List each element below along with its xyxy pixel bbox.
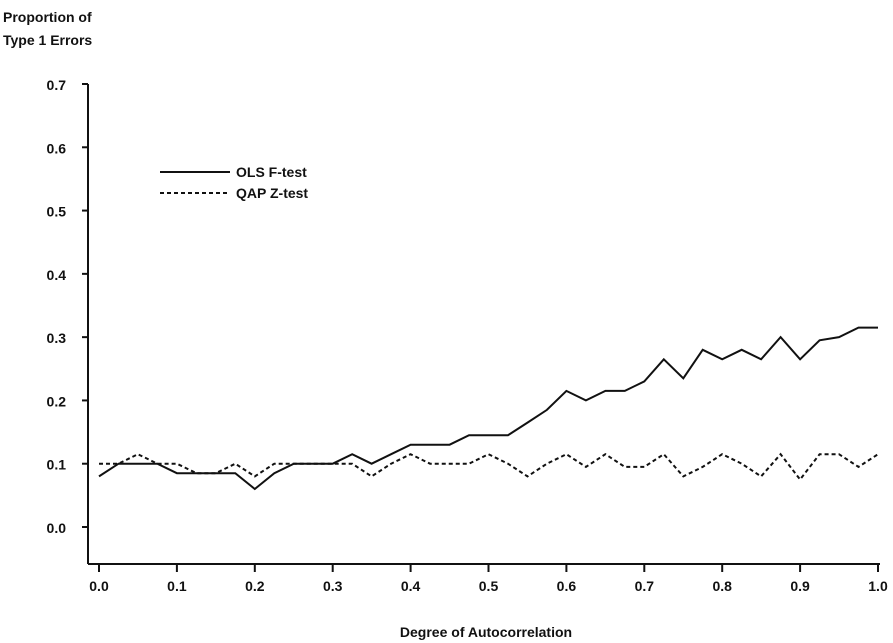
y-ticks: 0.0 0.1 0.2 0.3 0.4 0.5 0.6 0.7 — [47, 77, 88, 536]
x-axis-title: Degree of Autocorrelation — [400, 624, 572, 640]
x-tick-label: 0.1 — [167, 578, 187, 594]
y-tick-label: 0.1 — [47, 457, 67, 473]
y-tick-label: 0.3 — [47, 330, 67, 346]
x-tick-label: 0.5 — [479, 578, 499, 594]
y-tick-label: 0.4 — [47, 267, 67, 283]
y-tick-label: 0.7 — [47, 77, 67, 93]
y-tick-label: 0.6 — [47, 140, 67, 156]
x-tick-label: 1.0 — [868, 578, 888, 594]
y-tick-label: 0.0 — [47, 520, 67, 536]
legend-label-ols: OLS F-test — [236, 164, 307, 180]
y-tick-label: 0.2 — [47, 393, 67, 409]
y-axis-title-line-1: Proportion of — [3, 9, 92, 25]
x-tick-label: 0.7 — [635, 578, 655, 594]
legend-label-qap: QAP Z-test — [236, 185, 308, 201]
series-line-ols-f-test — [98, 326, 878, 491]
series-line-qap-z-test — [99, 452, 879, 482]
y-axis-title-line-2: Type 1 Errors — [3, 32, 92, 48]
legend: OLS F-test QAP Z-test — [160, 164, 308, 201]
x-tick-label: 0.8 — [712, 578, 732, 594]
x-tick-label: 0.9 — [790, 578, 810, 594]
x-tick-label: 0.0 — [89, 578, 109, 594]
x-ticks: 0.0 0.1 0.2 0.3 0.4 0.5 0.6 0.7 0.8 0.9 1.0 — [89, 564, 888, 594]
x-tick-label: 0.6 — [557, 578, 577, 594]
series-lines — [98, 326, 879, 491]
y-tick-label: 0.5 — [47, 204, 67, 220]
x-tick-label: 0.2 — [245, 578, 265, 594]
x-tick-label: 0.3 — [323, 578, 343, 594]
x-tick-label: 0.4 — [401, 578, 421, 594]
